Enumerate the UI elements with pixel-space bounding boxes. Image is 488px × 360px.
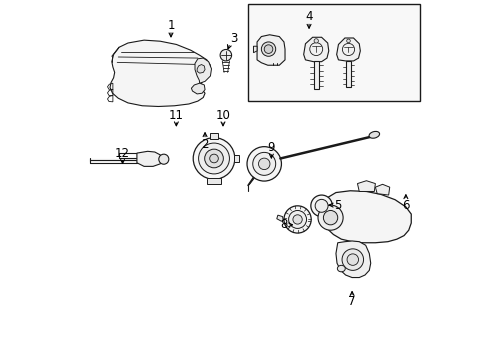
Polygon shape <box>357 181 375 192</box>
Circle shape <box>220 49 231 61</box>
Polygon shape <box>375 184 389 195</box>
Polygon shape <box>253 46 257 53</box>
Ellipse shape <box>368 131 379 138</box>
Polygon shape <box>206 178 221 184</box>
Text: 8: 8 <box>280 218 287 231</box>
Circle shape <box>204 149 223 168</box>
Polygon shape <box>195 58 211 83</box>
Bar <box>247 4 419 101</box>
Circle shape <box>284 206 310 233</box>
Circle shape <box>346 254 358 265</box>
Polygon shape <box>346 61 350 87</box>
Circle shape <box>313 39 318 43</box>
Text: 1: 1 <box>167 19 174 32</box>
Circle shape <box>341 249 363 270</box>
Text: 5: 5 <box>333 199 341 212</box>
Polygon shape <box>336 38 360 61</box>
Circle shape <box>314 199 327 212</box>
Polygon shape <box>197 64 204 73</box>
Circle shape <box>317 205 343 230</box>
Circle shape <box>159 154 168 164</box>
Circle shape <box>252 152 275 175</box>
Text: 11: 11 <box>168 109 183 122</box>
Text: 3: 3 <box>229 32 237 45</box>
Circle shape <box>258 158 269 170</box>
Circle shape <box>198 143 229 174</box>
Polygon shape <box>335 241 370 278</box>
Circle shape <box>292 215 302 224</box>
Polygon shape <box>322 191 410 243</box>
Text: 7: 7 <box>347 296 355 309</box>
Circle shape <box>209 154 218 163</box>
Text: 4: 4 <box>305 10 312 23</box>
Polygon shape <box>257 35 285 65</box>
Polygon shape <box>303 37 328 62</box>
Text: 12: 12 <box>115 147 130 159</box>
Circle shape <box>246 147 281 181</box>
Text: 2: 2 <box>201 138 208 150</box>
Circle shape <box>310 195 332 217</box>
Ellipse shape <box>337 265 345 272</box>
Polygon shape <box>137 151 162 166</box>
Polygon shape <box>110 40 210 107</box>
Text: 9: 9 <box>267 141 275 154</box>
Circle shape <box>261 42 275 56</box>
Polygon shape <box>233 155 239 162</box>
Polygon shape <box>191 83 204 94</box>
Circle shape <box>288 211 306 228</box>
Text: 10: 10 <box>215 109 230 122</box>
Circle shape <box>323 211 337 225</box>
Circle shape <box>264 45 272 53</box>
Polygon shape <box>276 215 283 221</box>
Text: 6: 6 <box>401 199 409 212</box>
Polygon shape <box>313 61 318 89</box>
Circle shape <box>193 138 234 179</box>
Circle shape <box>346 39 349 42</box>
Polygon shape <box>209 133 218 139</box>
